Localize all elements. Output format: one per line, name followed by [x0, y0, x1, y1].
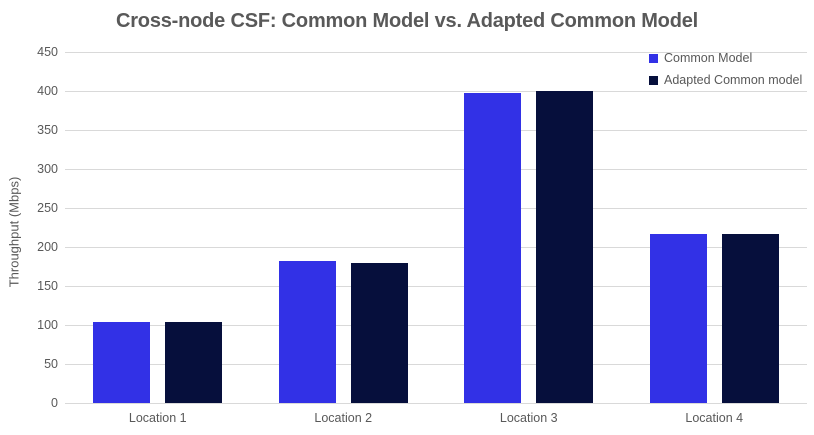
- x-axis-label: Location 2: [314, 411, 373, 425]
- legend-swatch-common-model: [649, 53, 658, 63]
- bar-adapted-common-model-location-1: [165, 321, 223, 403]
- gridline: [65, 91, 807, 92]
- chart-title: Cross-node CSF: Common Model vs. Adapted…: [115, 10, 698, 32]
- bar-common-model-location-1: [93, 321, 151, 403]
- x-axis-label: Location 3: [499, 411, 558, 425]
- legend: Common Model Adapted Common model: [649, 50, 802, 94]
- gridline: [65, 52, 807, 53]
- y-tick-label: 50: [44, 356, 58, 371]
- legend-label-common-model: Common Model: [664, 51, 753, 65]
- y-tick-label: 300: [37, 161, 58, 176]
- bar-common-model-location-2: [278, 261, 336, 403]
- bar-adapted-common-model-location-3: [536, 91, 594, 403]
- gridline: [65, 247, 807, 248]
- y-tick-label: 350: [37, 122, 58, 137]
- gridline: [65, 403, 807, 404]
- gridline: [65, 286, 807, 287]
- y-tick-label: 250: [37, 200, 58, 215]
- gridline: [65, 325, 807, 326]
- bar-common-model-location-4: [649, 233, 707, 403]
- y-tick-label: 400: [37, 83, 58, 98]
- y-tick-label: 450: [37, 44, 58, 59]
- bar-common-model-location-3: [464, 92, 522, 403]
- gridline: [65, 364, 807, 365]
- gridline: [65, 169, 807, 170]
- legend-item-common-model: Common Model: [649, 50, 802, 66]
- y-tick-label: 0: [51, 395, 58, 410]
- x-axis-label: Location 4: [685, 411, 744, 425]
- y-tick-label: 100: [37, 317, 58, 332]
- bar-adapted-common-model-location-2: [350, 262, 408, 403]
- x-axis-label: Location 1: [128, 411, 187, 425]
- bar-adapted-common-model-location-4: [721, 233, 779, 403]
- gridline: [65, 130, 807, 131]
- legend-item-adapted-common-model: Adapted Common model: [649, 72, 802, 88]
- y-axis-title: Throughput (Mbps): [6, 176, 22, 288]
- plot-area: [65, 52, 807, 404]
- y-tick-label: 150: [37, 278, 58, 293]
- y-tick-label: 200: [37, 239, 58, 254]
- gridline: [65, 208, 807, 209]
- legend-swatch-adapted-common-model: [649, 75, 658, 85]
- legend-label-adapted-common-model: Adapted Common model: [664, 73, 803, 87]
